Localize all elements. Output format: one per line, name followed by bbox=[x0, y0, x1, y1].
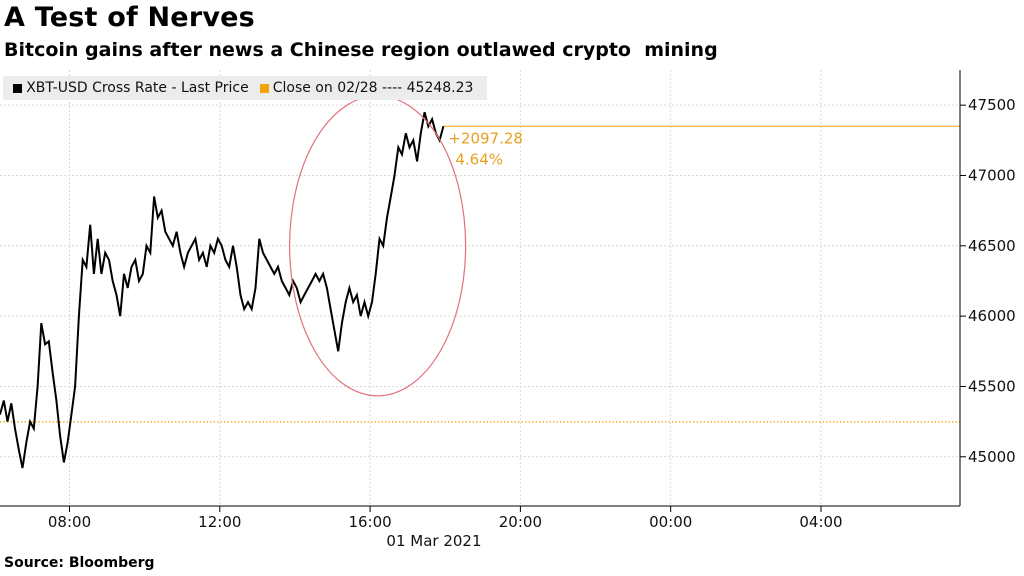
axes: 45000 45500 46000 46500 47000 47500 08:00 12:00… bbox=[0, 70, 1016, 531]
x-tick-label: 08:00 bbox=[48, 513, 91, 531]
chart-title: A Test of Nerves bbox=[4, 2, 255, 33]
change-annotation: +2097.28 bbox=[448, 129, 523, 147]
legend-swatch-price bbox=[13, 83, 23, 93]
y-tick-label: 46000 bbox=[968, 307, 1016, 325]
pin-icon bbox=[7, 83, 10, 94]
legend-label-close: Close on 02/28 ---- 45248.23 bbox=[272, 80, 474, 96]
percent-annotation: 4.64% bbox=[455, 150, 503, 168]
x-tick-label: 12:00 bbox=[198, 513, 241, 531]
x-tick-label: 20:00 bbox=[499, 513, 542, 531]
x-tick-label: 00:00 bbox=[649, 513, 692, 531]
legend-item-close: Close on 02/28 ---- 45248.23 bbox=[257, 80, 474, 96]
legend-label-price: XBT-USD Cross Rate - Last Price bbox=[26, 80, 249, 96]
reference-lines bbox=[0, 125, 960, 423]
price-line bbox=[0, 111, 445, 469]
source-note: Source: Bloomberg bbox=[4, 555, 155, 571]
grid bbox=[0, 70, 960, 506]
y-tick-label: 46500 bbox=[968, 237, 1016, 255]
chart-subtitle: Bitcoin gains after news a Chinese regio… bbox=[4, 39, 718, 61]
y-tick-label: 47500 bbox=[968, 96, 1016, 114]
x-tick-label: 04:00 bbox=[799, 513, 842, 531]
price-series bbox=[0, 111, 445, 469]
x-date-label: 01 Mar 2021 bbox=[386, 532, 481, 550]
y-tick-label: 45000 bbox=[968, 448, 1016, 466]
y-tick-label: 47000 bbox=[968, 166, 1016, 184]
legend-swatch-close bbox=[259, 83, 269, 93]
y-tick-label: 45500 bbox=[968, 377, 1016, 395]
legend-item-price: XBT-USD Cross Rate - Last Price bbox=[7, 80, 249, 96]
x-tick-label: 16:00 bbox=[348, 513, 391, 531]
legend: XBT-USD Cross Rate - Last Price Close on… bbox=[3, 76, 488, 100]
